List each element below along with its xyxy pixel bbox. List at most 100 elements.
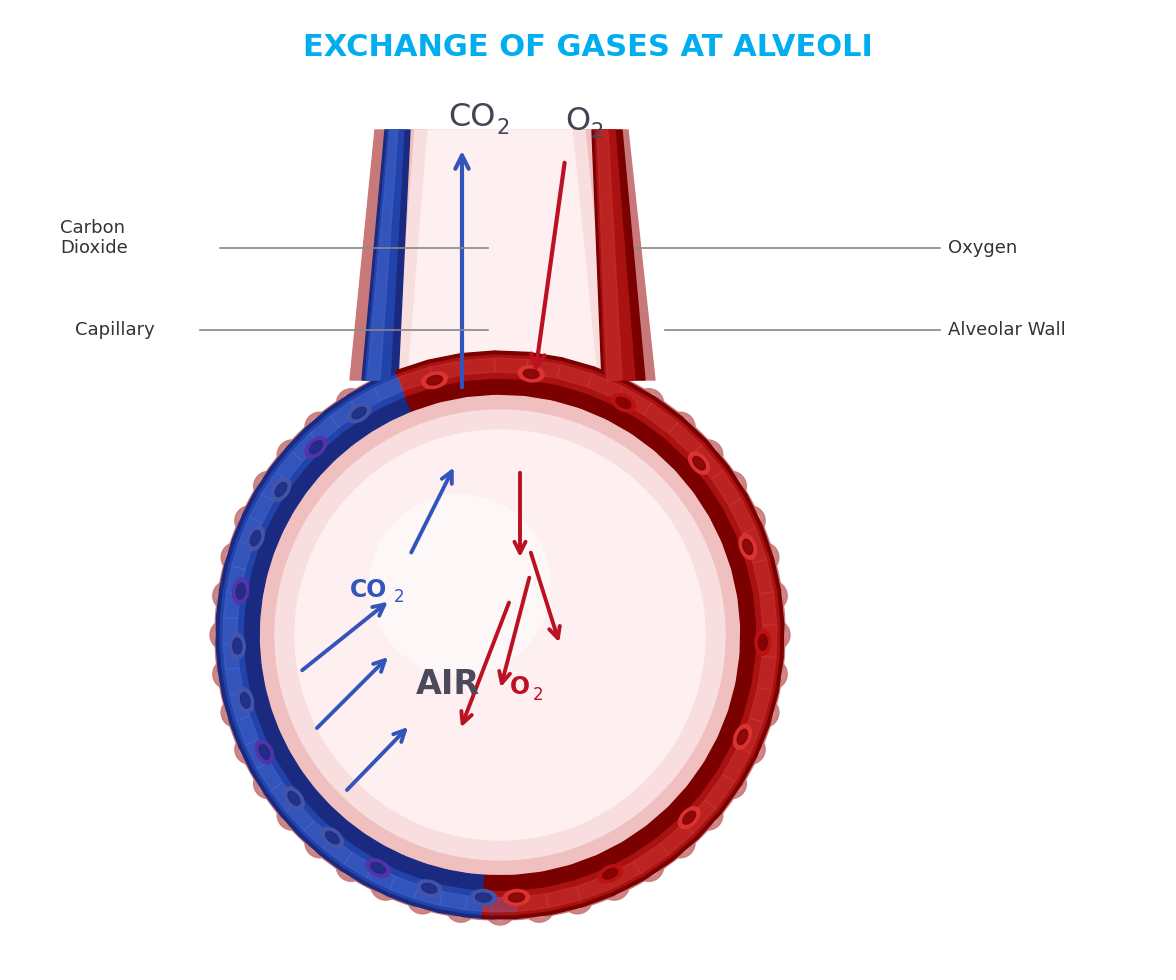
Polygon shape [220, 564, 267, 597]
Circle shape [226, 703, 246, 722]
Polygon shape [310, 416, 339, 443]
Polygon shape [461, 351, 495, 396]
Circle shape [600, 369, 629, 400]
Polygon shape [236, 515, 267, 548]
Polygon shape [691, 445, 723, 479]
Circle shape [221, 543, 252, 572]
Circle shape [562, 884, 593, 914]
Circle shape [282, 445, 302, 465]
Polygon shape [348, 382, 390, 431]
Polygon shape [749, 688, 771, 722]
Polygon shape [243, 490, 293, 532]
Polygon shape [390, 876, 419, 899]
Polygon shape [465, 890, 492, 915]
Circle shape [485, 345, 515, 375]
Ellipse shape [612, 393, 635, 413]
Circle shape [213, 581, 242, 611]
Polygon shape [723, 497, 759, 536]
Circle shape [604, 375, 624, 395]
Polygon shape [754, 591, 780, 625]
Polygon shape [323, 838, 352, 864]
Polygon shape [739, 591, 783, 626]
Polygon shape [345, 853, 373, 878]
Polygon shape [704, 738, 757, 786]
Polygon shape [688, 762, 741, 813]
Text: 2: 2 [394, 588, 405, 606]
Polygon shape [236, 716, 259, 745]
Polygon shape [222, 688, 270, 723]
Polygon shape [223, 565, 250, 595]
Polygon shape [597, 843, 644, 895]
Polygon shape [495, 358, 528, 373]
Polygon shape [342, 848, 376, 880]
Polygon shape [542, 865, 582, 914]
Polygon shape [707, 469, 743, 509]
Polygon shape [729, 499, 756, 533]
Polygon shape [287, 803, 314, 831]
Polygon shape [350, 130, 655, 380]
Polygon shape [397, 365, 434, 396]
Ellipse shape [321, 827, 343, 848]
Polygon shape [352, 388, 381, 413]
Polygon shape [372, 371, 412, 420]
Text: CO: CO [448, 103, 495, 133]
Ellipse shape [679, 807, 700, 828]
Polygon shape [588, 373, 622, 399]
Ellipse shape [305, 436, 327, 458]
Circle shape [254, 768, 283, 799]
Circle shape [697, 445, 717, 465]
Polygon shape [261, 472, 287, 501]
Ellipse shape [247, 525, 265, 551]
Circle shape [760, 620, 790, 650]
Polygon shape [580, 368, 626, 418]
Ellipse shape [599, 864, 622, 883]
Ellipse shape [470, 890, 496, 906]
Polygon shape [233, 514, 282, 554]
Circle shape [524, 348, 554, 378]
Text: Capillary: Capillary [75, 321, 155, 339]
Circle shape [310, 417, 330, 437]
Circle shape [218, 664, 238, 684]
Polygon shape [268, 779, 302, 813]
Polygon shape [414, 885, 442, 906]
Polygon shape [524, 353, 562, 400]
Polygon shape [641, 401, 680, 438]
Circle shape [370, 369, 401, 400]
Polygon shape [606, 861, 641, 889]
Polygon shape [216, 617, 260, 644]
Text: Oxygen: Oxygen [948, 239, 1017, 257]
Polygon shape [731, 558, 781, 597]
Circle shape [485, 895, 515, 925]
Polygon shape [246, 740, 269, 768]
Circle shape [490, 350, 510, 370]
Polygon shape [389, 871, 421, 902]
Polygon shape [739, 717, 763, 753]
Polygon shape [492, 875, 517, 919]
Polygon shape [255, 759, 287, 793]
Polygon shape [306, 411, 353, 460]
Polygon shape [223, 643, 239, 669]
Polygon shape [595, 130, 635, 380]
Polygon shape [247, 493, 279, 525]
Polygon shape [743, 528, 767, 564]
Polygon shape [647, 808, 699, 860]
Polygon shape [258, 761, 282, 791]
Circle shape [305, 828, 335, 858]
Polygon shape [362, 130, 410, 380]
Circle shape [757, 581, 787, 611]
Polygon shape [308, 414, 342, 448]
Polygon shape [544, 881, 581, 910]
Ellipse shape [475, 893, 492, 902]
Polygon shape [747, 559, 776, 595]
Polygon shape [255, 468, 305, 513]
Circle shape [562, 356, 593, 386]
Circle shape [215, 625, 235, 645]
Polygon shape [408, 130, 597, 380]
Ellipse shape [236, 583, 246, 599]
Ellipse shape [233, 638, 242, 654]
Ellipse shape [272, 478, 290, 501]
Polygon shape [729, 683, 779, 724]
Polygon shape [762, 624, 777, 658]
Circle shape [721, 773, 741, 794]
Polygon shape [736, 655, 783, 692]
